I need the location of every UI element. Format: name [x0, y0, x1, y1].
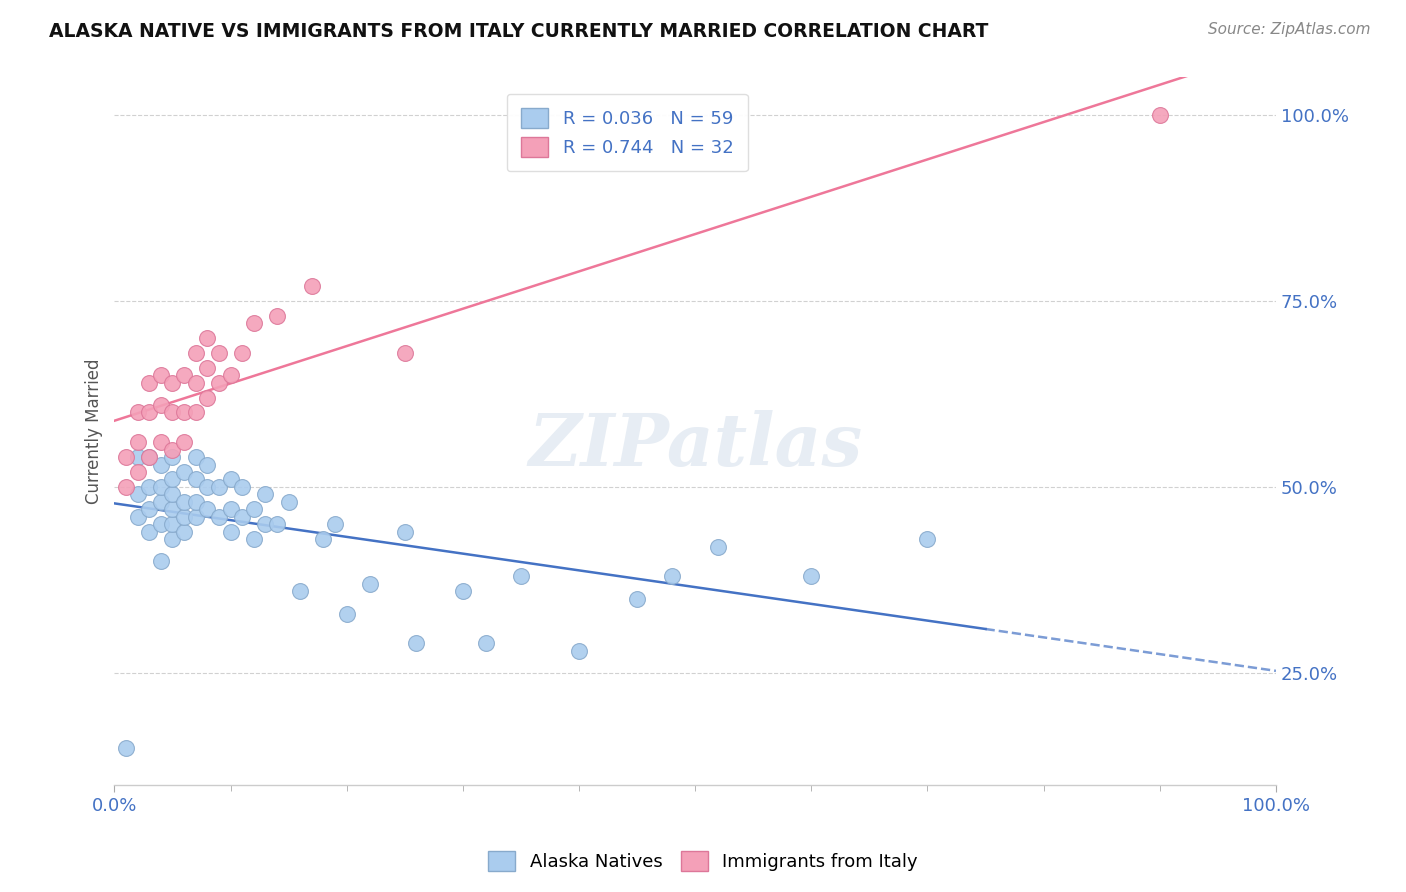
Point	[323, 517, 346, 532]
Point	[707, 540, 730, 554]
Point	[173, 465, 195, 479]
Point	[138, 450, 160, 465]
Point	[800, 569, 823, 583]
Point	[173, 495, 195, 509]
Point	[195, 331, 218, 345]
Point	[138, 405, 160, 419]
Point	[243, 532, 266, 546]
Point	[127, 435, 149, 450]
Point	[162, 450, 184, 465]
Point	[173, 435, 195, 450]
Point	[184, 509, 207, 524]
Point	[266, 309, 288, 323]
Point	[138, 480, 160, 494]
Point	[195, 458, 218, 472]
Point	[149, 368, 172, 383]
Point	[661, 569, 683, 583]
Point	[162, 473, 184, 487]
Point	[243, 502, 266, 516]
Point	[359, 576, 381, 591]
Point	[149, 398, 172, 412]
Point	[231, 346, 253, 360]
Point	[149, 435, 172, 450]
Point	[243, 316, 266, 330]
Point	[162, 442, 184, 457]
Point	[162, 487, 184, 501]
Point	[266, 517, 288, 532]
Point	[195, 502, 218, 516]
Point	[394, 524, 416, 539]
Point	[219, 524, 242, 539]
Point	[219, 473, 242, 487]
Point	[173, 405, 195, 419]
Point	[138, 502, 160, 516]
Point	[162, 532, 184, 546]
Point	[115, 740, 138, 755]
Point	[254, 517, 277, 532]
Text: Source: ZipAtlas.com: Source: ZipAtlas.com	[1208, 22, 1371, 37]
Point	[219, 502, 242, 516]
Point	[195, 480, 218, 494]
Point	[149, 495, 172, 509]
Text: ALASKA NATIVE VS IMMIGRANTS FROM ITALY CURRENTLY MARRIED CORRELATION CHART: ALASKA NATIVE VS IMMIGRANTS FROM ITALY C…	[49, 22, 988, 41]
Point	[394, 346, 416, 360]
Point	[184, 495, 207, 509]
Point	[290, 584, 312, 599]
Point	[149, 480, 172, 494]
Point	[138, 376, 160, 390]
Point	[231, 509, 253, 524]
Point	[184, 376, 207, 390]
Point	[184, 450, 207, 465]
Text: ZIPatlas: ZIPatlas	[529, 409, 862, 481]
Point	[127, 405, 149, 419]
Legend: R = 0.036   N = 59, R = 0.744   N = 32: R = 0.036 N = 59, R = 0.744 N = 32	[506, 94, 748, 171]
Point	[127, 465, 149, 479]
Point	[138, 450, 160, 465]
Point	[451, 584, 474, 599]
Point	[475, 636, 498, 650]
Point	[208, 480, 231, 494]
Point	[115, 480, 138, 494]
Legend: Alaska Natives, Immigrants from Italy: Alaska Natives, Immigrants from Italy	[481, 844, 925, 879]
Point	[173, 524, 195, 539]
Point	[208, 376, 231, 390]
Point	[149, 458, 172, 472]
Point	[510, 569, 533, 583]
Point	[173, 368, 195, 383]
Point	[127, 509, 149, 524]
Point	[208, 346, 231, 360]
Point	[184, 346, 207, 360]
Point	[127, 487, 149, 501]
Point	[1149, 108, 1171, 122]
Point	[149, 554, 172, 568]
Point	[162, 376, 184, 390]
Point	[162, 405, 184, 419]
Point	[301, 279, 323, 293]
Point	[231, 480, 253, 494]
Point	[138, 524, 160, 539]
Point	[195, 360, 218, 375]
Point	[149, 517, 172, 532]
Point	[336, 607, 359, 621]
Point	[184, 473, 207, 487]
Point	[184, 405, 207, 419]
Point	[115, 450, 138, 465]
Point	[254, 487, 277, 501]
Point	[195, 391, 218, 405]
Point	[162, 502, 184, 516]
Point	[312, 532, 335, 546]
Point	[208, 509, 231, 524]
Point	[173, 509, 195, 524]
Point	[219, 368, 242, 383]
Point	[162, 517, 184, 532]
Point	[626, 591, 648, 606]
Y-axis label: Currently Married: Currently Married	[86, 359, 103, 504]
Point	[917, 532, 939, 546]
Point	[405, 636, 427, 650]
Point	[568, 644, 591, 658]
Point	[277, 495, 299, 509]
Point	[127, 450, 149, 465]
